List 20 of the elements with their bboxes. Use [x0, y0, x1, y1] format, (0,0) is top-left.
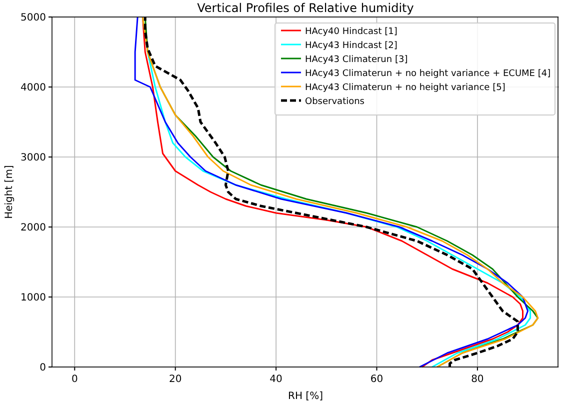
x-tick-label: 20 [168, 374, 182, 385]
legend-label: HAcy43 Hindcast [2] [305, 41, 398, 51]
legend-label: HAcy43 Climaterun + no height variance + ECUME [4] [305, 69, 551, 79]
x-tick-label: 80 [471, 374, 484, 385]
y-tick-label: 4000 [20, 82, 46, 94]
x-axis-title: RH [%] [288, 391, 324, 402]
x-tick-label: 0 [71, 374, 78, 385]
chart-title: Vertical Profiles of Relative humidity [197, 1, 414, 15]
legend-label: HAcy43 Climaterun + no height variance [5] [305, 83, 506, 93]
y-tick-label: 0 [40, 362, 46, 374]
legend-label: Observations [305, 97, 365, 107]
x-tick-label: 60 [370, 374, 384, 385]
y-tick-label: 3000 [20, 152, 46, 164]
y-tick-label: 2000 [20, 222, 46, 234]
legend-label: HAcy43 Climaterun [3] [305, 55, 408, 65]
y-axis-title: Height [m] [4, 165, 15, 219]
y-tick-label: 1000 [20, 292, 46, 304]
y-tick-label: 5000 [20, 12, 46, 24]
legend-label: HAcy40 Hindcast [1] [305, 27, 398, 37]
x-tick-label: 40 [270, 374, 282, 385]
